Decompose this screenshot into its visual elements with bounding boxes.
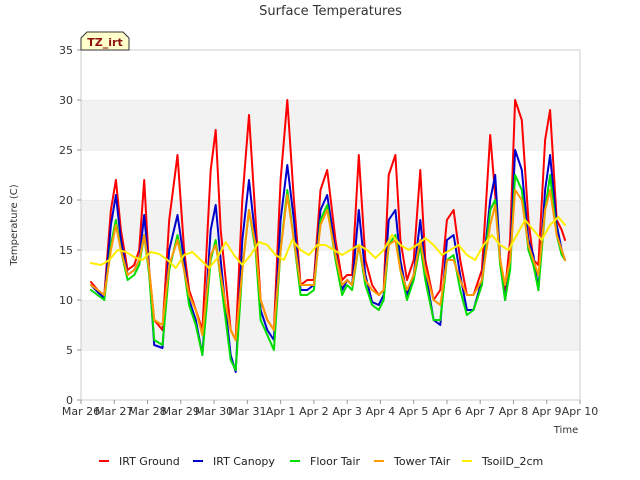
series-layer	[90, 99, 566, 373]
y-tick-label: 25	[59, 144, 73, 157]
legend-label: IRT Ground	[119, 455, 180, 468]
plot-frame	[80, 49, 581, 401]
x-tick-label: Mar 29	[162, 405, 200, 418]
y-axis-ticks: 0 5 10 15 20 25 30 35	[59, 44, 81, 407]
x-tick-label: Apr 1	[266, 405, 296, 418]
legend-label: IRT Canopy	[213, 455, 275, 468]
x-tick-label: Mar 31	[228, 405, 266, 418]
x-axis-label: Time	[553, 425, 578, 436]
x-tick-label: Apr 8	[499, 405, 529, 418]
legend-label: Tower TAir	[393, 455, 451, 468]
x-tick-label: Mar 27	[95, 405, 133, 418]
y-tick-label: 15	[59, 244, 73, 257]
badge-shape	[80, 31, 130, 51]
x-tick-label: Mar 28	[128, 405, 166, 418]
series-line-tower-tair	[90, 189, 566, 341]
grid-band	[81, 300, 580, 350]
y-tick-label: 20	[59, 194, 73, 207]
badge-label: TZ_irt	[87, 36, 122, 49]
y-tick-label: 5	[66, 344, 73, 357]
x-tick-label: Apr 10	[562, 405, 599, 418]
y-tick-label: 35	[59, 44, 73, 57]
y-tick-label: 0	[66, 394, 73, 407]
x-tick-label: Apr 9	[532, 405, 562, 418]
x-tick-label: Apr 6	[432, 405, 462, 418]
x-tick-label: Apr 2	[299, 405, 329, 418]
x-tick-label: Apr 4	[366, 405, 396, 418]
series-line-tsoild-2cm	[90, 216, 566, 269]
grid-band	[81, 50, 580, 100]
x-tick-label: Mar 30	[195, 405, 233, 418]
grid-band	[81, 350, 580, 400]
y-tick-label: 10	[59, 294, 73, 307]
y-tick-label: 30	[59, 94, 73, 107]
chart-title: Surface Temperatures	[259, 4, 402, 19]
legend: IRT Ground IRT Canopy Floor Tair Tower TAir…	[99, 455, 543, 468]
grid-band	[81, 100, 580, 150]
x-tick-label: Apr 3	[332, 405, 362, 418]
x-tick-label: Mar 26	[62, 405, 100, 418]
legend-label: Floor Tair	[310, 455, 361, 468]
y-axis-label: Temperature (C)	[9, 184, 20, 266]
x-tick-label: Apr 7	[465, 405, 495, 418]
legend-label: TsoilD_2cm	[481, 455, 543, 468]
site-badge: TZ_irt	[80, 31, 130, 51]
x-tick-label: Apr 5	[399, 405, 429, 418]
